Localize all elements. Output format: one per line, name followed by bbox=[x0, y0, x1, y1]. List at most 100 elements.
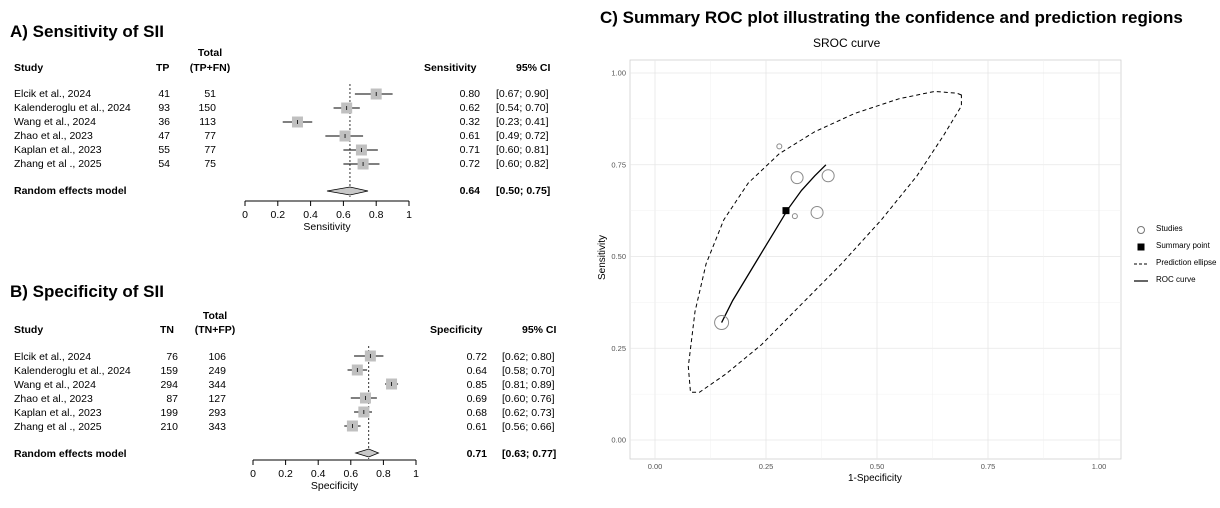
sens-header-metric: Sensitivity bbox=[424, 62, 477, 74]
sens-estimate: 0.32 bbox=[459, 116, 480, 128]
spec-tick-label: 0.8 bbox=[376, 468, 391, 480]
prediction-ellipse bbox=[687, 90, 962, 393]
sroc-xtick-label: 0.25 bbox=[759, 462, 774, 471]
sens-tick-label: 0.2 bbox=[270, 209, 285, 221]
legend-summary-icon bbox=[1137, 243, 1145, 251]
spec-study-name: Zhang et al ., 2025 bbox=[14, 421, 102, 433]
spec-ci: [0.81; 0.89] bbox=[502, 379, 555, 391]
sroc-ytick-label: 0.75 bbox=[611, 160, 626, 169]
spec-tn: 87 bbox=[166, 393, 178, 405]
sroc-ytick-label: 0.00 bbox=[611, 436, 626, 445]
spec-tick-label: 0.4 bbox=[311, 468, 326, 480]
legend-ellipse-label: Prediction ellipse bbox=[1156, 258, 1217, 267]
spec-header-total-bottom: (TN+FP) bbox=[194, 324, 236, 336]
spec-estimate: 0.69 bbox=[466, 393, 487, 405]
spec-pooled-label: Random effects model bbox=[14, 448, 127, 460]
spec-study-name: Kalenderoglu et al., 2024 bbox=[14, 365, 131, 377]
sensitivity-forest-plot: 0 0.2 0.4 0.6 0.8 1 Sensitivity bbox=[242, 84, 412, 233]
spec-total: 106 bbox=[208, 351, 226, 363]
sens-study-name: Zhang et al ., 2025 bbox=[14, 158, 102, 170]
spec-pooled-estimate: 0.71 bbox=[466, 448, 487, 460]
sens-pooled-diamond bbox=[326, 186, 369, 196]
legend-studies-icon bbox=[1137, 226, 1145, 234]
summary-point bbox=[782, 207, 790, 215]
sens-header-tp: TP bbox=[156, 62, 170, 74]
study-point bbox=[821, 169, 835, 183]
sens-study-name: Zhao et al., 2023 bbox=[14, 130, 93, 142]
sroc-xtick-label: 0.50 bbox=[870, 462, 885, 471]
spec-pooled-diamond bbox=[354, 448, 380, 458]
sens-header-total-top: Total bbox=[197, 47, 223, 59]
sens-tick-label: 0.4 bbox=[303, 209, 318, 221]
sens-study-name: Kaplan et al., 2023 bbox=[14, 144, 102, 156]
sroc-xtick-label: 0.75 bbox=[981, 462, 996, 471]
spec-tn: 294 bbox=[160, 379, 178, 391]
sroc-xlabel: 1-Specificity bbox=[848, 473, 902, 484]
spec-tick-label: 0 bbox=[250, 468, 256, 480]
spec-tn: 210 bbox=[160, 421, 178, 433]
sroc-ytick-label: 0.25 bbox=[611, 344, 626, 353]
sens-total: 77 bbox=[204, 144, 216, 156]
spec-tick-label: 0.6 bbox=[343, 468, 358, 480]
spec-estimate: 0.72 bbox=[466, 351, 487, 363]
specificity-forest-plot: 0 0.2 0.4 0.6 0.8 1 Specificity bbox=[250, 346, 419, 492]
sens-axis-label: Sensitivity bbox=[303, 221, 351, 233]
spec-pooled-ci: [0.63; 0.77] bbox=[502, 448, 557, 460]
sens-estimate: 0.71 bbox=[459, 144, 480, 156]
study-point bbox=[790, 171, 804, 185]
spec-ci: [0.62; 0.80] bbox=[502, 351, 555, 363]
spec-estimate: 0.85 bbox=[466, 379, 487, 391]
spec-total: 344 bbox=[208, 379, 226, 391]
sens-header-total-bottom: (TP+FN) bbox=[189, 62, 231, 74]
sens-header-study: Study bbox=[14, 62, 44, 74]
sens-tp: 41 bbox=[158, 88, 170, 100]
spec-study-name: Zhao et al., 2023 bbox=[14, 393, 93, 405]
sens-ci: [0.54; 0.70] bbox=[496, 102, 549, 114]
sroc-ytick-label: 1.00 bbox=[611, 69, 626, 78]
sens-total: 150 bbox=[198, 102, 216, 114]
spec-tn: 199 bbox=[160, 407, 178, 419]
sroc-plot: 0.00 0.25 0.50 0.75 1.00 0.00 0.25 0.50 0.75 1.00 bbox=[611, 59, 1122, 471]
spec-estimate: 0.61 bbox=[466, 421, 487, 433]
study-point bbox=[776, 143, 783, 150]
sens-total: 77 bbox=[204, 130, 216, 142]
sens-study-name: Elcik et al., 2024 bbox=[14, 88, 92, 100]
spec-tick-label: 0.2 bbox=[278, 468, 293, 480]
sroc-panel-title: C) Summary ROC plot illustrating the con… bbox=[600, 8, 1183, 27]
legend-keys bbox=[1134, 226, 1148, 282]
spec-ci: [0.60; 0.76] bbox=[502, 393, 555, 405]
sens-ci: [0.49; 0.72] bbox=[496, 130, 549, 142]
sroc-xtick-label: 0.00 bbox=[648, 462, 663, 471]
sens-total: 51 bbox=[204, 88, 216, 100]
sroc-ylabel: Sensitivity bbox=[597, 234, 608, 280]
spec-ci: [0.56; 0.66] bbox=[502, 421, 555, 433]
specificity-panel-title: B) Specificity of SII bbox=[10, 282, 164, 301]
spec-ci: [0.62; 0.73] bbox=[502, 407, 555, 419]
spec-header-ci: 95% CI bbox=[522, 324, 557, 336]
study-point bbox=[714, 315, 730, 331]
spec-ci: [0.58; 0.70] bbox=[502, 365, 555, 377]
sens-pooled-estimate: 0.64 bbox=[459, 185, 480, 197]
sens-tick-label: 0.8 bbox=[369, 209, 384, 221]
sens-ci: [0.67; 0.90] bbox=[496, 88, 549, 100]
spec-estimate: 0.64 bbox=[466, 365, 487, 377]
spec-header-total-top: Total bbox=[202, 310, 228, 322]
sens-tp: 55 bbox=[158, 144, 170, 156]
spec-study-name: Elcik et al., 2024 bbox=[14, 351, 92, 363]
sens-pooled-ci: [0.50; 0.75] bbox=[496, 185, 551, 197]
sens-tick-label: 0 bbox=[242, 209, 248, 221]
spec-estimate: 0.68 bbox=[466, 407, 487, 419]
sens-estimate: 0.72 bbox=[459, 158, 480, 170]
spec-header-tn: TN bbox=[160, 324, 174, 336]
spec-tn: 159 bbox=[160, 365, 178, 377]
sens-total: 113 bbox=[199, 116, 216, 128]
sens-ci: [0.60; 0.81] bbox=[496, 144, 549, 156]
sens-study-name: Wang et al., 2024 bbox=[14, 116, 96, 128]
spec-total: 249 bbox=[208, 365, 226, 377]
sens-estimate: 0.62 bbox=[459, 102, 480, 114]
sroc-ytick-label: 0.50 bbox=[611, 252, 626, 261]
sens-study-name: Kalenderoglu et al., 2024 bbox=[14, 102, 131, 114]
spec-tick-label: 1 bbox=[413, 468, 419, 480]
legend-roc-label: ROC curve bbox=[1156, 275, 1196, 284]
study-point bbox=[810, 205, 824, 219]
